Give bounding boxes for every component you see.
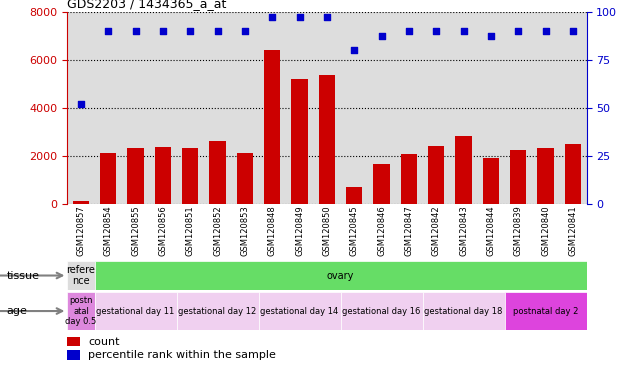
Point (240, 28, 250, 34)
Point (131, 28, 141, 34)
Bar (258, 292, 340, 330)
Bar (373, 164, 390, 204)
Bar (401, 154, 417, 204)
Bar (504, 292, 587, 330)
Bar (210, 141, 226, 204)
Bar (237, 153, 253, 204)
Text: count: count (88, 337, 120, 347)
Point (185, 28, 196, 34)
Point (486, 33, 496, 40)
Point (76, 101, 86, 107)
Point (376, 33, 387, 40)
Text: gestational day 11: gestational day 11 (97, 306, 175, 316)
Bar (182, 148, 199, 204)
Text: age: age (6, 306, 28, 316)
Text: refere
nce: refere nce (67, 265, 96, 286)
Bar (510, 149, 526, 204)
Text: gestational day 14: gestational day 14 (260, 306, 338, 316)
Bar (264, 50, 281, 204)
Text: ovary: ovary (327, 270, 354, 281)
Bar (95, 292, 177, 330)
Bar (340, 292, 422, 330)
Text: gestational day 18: gestational day 18 (424, 306, 503, 316)
Point (158, 28, 168, 34)
Text: GDS2203 / 1434365_a_at: GDS2203 / 1434365_a_at (67, 0, 227, 10)
Text: percentile rank within the sample: percentile rank within the sample (88, 350, 276, 360)
Point (404, 28, 414, 34)
Bar (154, 147, 171, 204)
Text: gestational day 12: gestational day 12 (178, 306, 257, 316)
Point (103, 28, 113, 34)
Point (322, 14, 332, 20)
Point (568, 28, 578, 34)
Bar (73, 201, 89, 204)
Bar (483, 158, 499, 204)
Text: tissue: tissue (6, 270, 39, 281)
Text: postnatal day 2: postnatal day 2 (513, 306, 578, 316)
Bar (422, 292, 504, 330)
Text: gestational day 16: gestational day 16 (342, 306, 420, 316)
Point (458, 28, 469, 34)
Bar (128, 148, 144, 204)
Bar (292, 79, 308, 204)
Point (294, 14, 304, 20)
Bar (428, 146, 444, 204)
Bar (67, 261, 95, 290)
Bar (67, 337, 80, 346)
Point (267, 14, 278, 20)
Bar (67, 350, 80, 360)
Bar (565, 144, 581, 204)
Bar (455, 136, 472, 204)
Bar (537, 148, 554, 204)
Bar (177, 292, 258, 330)
Bar (346, 187, 362, 204)
Point (349, 47, 360, 53)
Point (431, 28, 442, 34)
Bar (319, 75, 335, 204)
Point (212, 28, 222, 34)
Bar (67, 292, 95, 330)
Bar (100, 153, 117, 204)
Point (513, 28, 523, 34)
Text: postn
atal
day 0.5: postn atal day 0.5 (65, 296, 97, 326)
Point (540, 28, 551, 34)
